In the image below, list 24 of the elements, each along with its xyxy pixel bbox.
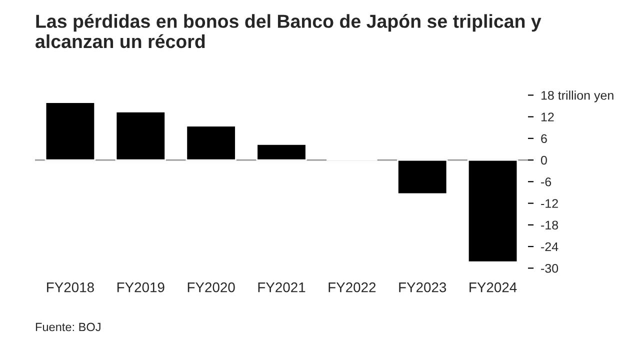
y-tick-label: 6 — [541, 134, 547, 144]
bar — [467, 159, 518, 263]
x-tick-label: FY2019 — [117, 282, 164, 292]
x-tick-label: FY2023 — [399, 282, 446, 292]
y-tick-label: -30 — [541, 264, 558, 273]
y-tick-label: -18 — [541, 220, 558, 230]
bar — [256, 143, 307, 161]
y-tick-label: 18 trillion yen — [541, 90, 614, 102]
x-tick-label: FY2018 — [47, 282, 94, 292]
x-tick-label: FY2024 — [470, 282, 517, 292]
bar — [115, 111, 166, 161]
y-tick-label: -24 — [541, 242, 558, 252]
source-note: Fuente: BOJ — [36, 322, 100, 332]
y-tick-label: -12 — [541, 199, 558, 208]
bar — [186, 125, 236, 161]
x-tick-label: FY2020 — [188, 282, 235, 292]
y-tick-label: -6 — [541, 177, 552, 186]
y-tick-label: 0 — [540, 156, 547, 165]
chart-title: Las pérdidas en bonos del Banco de Japón se triplican y alcanzan un récord — [36, 14, 542, 48]
bar — [397, 159, 448, 195]
x-tick-label: FY2022 — [328, 282, 376, 292]
x-tick-label: FY2021 — [258, 282, 306, 292]
bar — [44, 102, 96, 161]
y-tick-label: 12 — [541, 112, 554, 122]
